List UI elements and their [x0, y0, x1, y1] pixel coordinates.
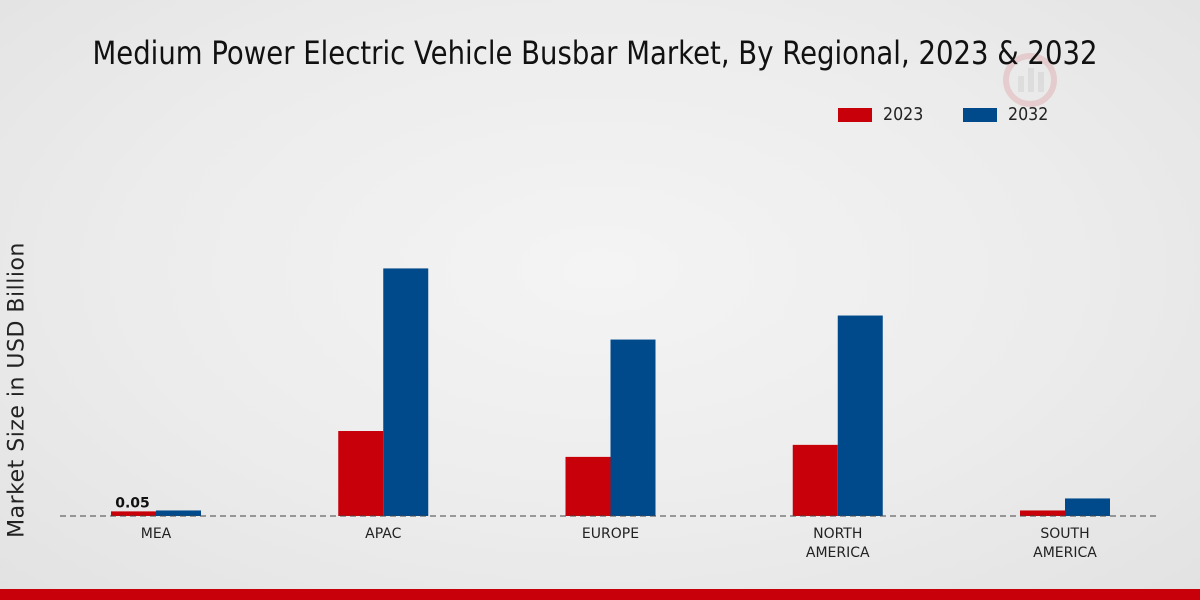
footer-accent-bar — [0, 589, 1200, 600]
bar-2032-apac — [383, 268, 429, 516]
bar-2023-north-america — [792, 444, 838, 516]
bar-2023-europe — [565, 456, 611, 516]
legend-item-2023: 2023 — [838, 104, 929, 125]
legend: 2023 2032 — [838, 104, 1088, 125]
bar-2023-mea — [111, 511, 156, 516]
x-tick-label: MEA — [141, 526, 172, 542]
bar-2023-south-america — [1020, 510, 1065, 516]
bar-2032-south-america — [1065, 498, 1110, 516]
legend-item-2032: 2032 — [962, 104, 1054, 125]
x-tick-label: SOUTH AMERICA — [1033, 526, 1097, 561]
legend-label-2023: 2023 — [883, 104, 924, 125]
data-label: 0.05 — [115, 495, 150, 511]
bar-2032-europe — [610, 339, 656, 516]
legend-swatch-2023 — [838, 107, 872, 122]
watermark-logo — [990, 50, 1070, 110]
legend-swatch-2032 — [962, 107, 997, 122]
x-tick-label: APAC — [365, 526, 401, 542]
bar-2032-mea — [156, 510, 201, 516]
x-tick-label: NORTH AMERICA — [806, 526, 870, 561]
bar-2032-north-america — [837, 315, 883, 516]
chart-title: Medium Power Electric Vehicle Busbar Mar… — [92, 34, 1098, 72]
bar-2023-apac — [338, 431, 384, 516]
legend-label-2032: 2032 — [1007, 104, 1049, 125]
x-tick-label: EUROPE — [582, 526, 639, 542]
